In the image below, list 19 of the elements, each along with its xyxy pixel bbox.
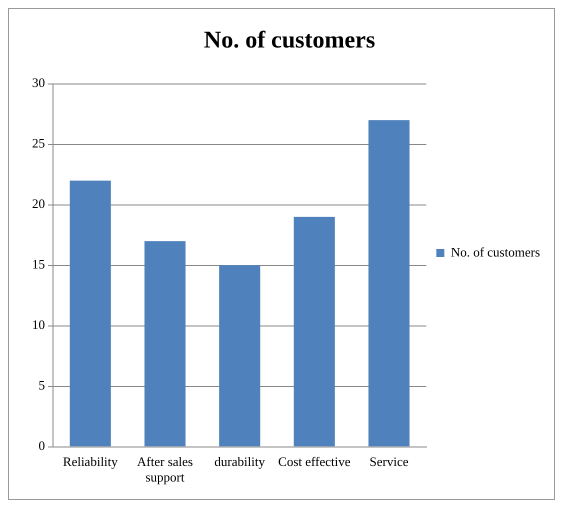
x-tick-label: Service [369, 454, 409, 470]
legend-label: No. of customers [450, 244, 540, 260]
bar [144, 241, 186, 446]
y-tick-label: 0 [38, 438, 45, 454]
bar [70, 180, 111, 446]
y-tick-label: 10 [32, 317, 45, 332]
x-tick-label: After sales support [137, 454, 193, 485]
y-tick-label: 15 [32, 256, 45, 272]
chart-title: No. of customers [204, 28, 376, 54]
y-tick-label: 20 [32, 196, 45, 212]
y-tick-label: 30 [32, 75, 45, 90]
x-tick-label: Reliability [62, 454, 118, 470]
y-tick-label: 25 [32, 136, 45, 151]
x-tick-label: Cost effective [278, 454, 351, 470]
bar [219, 265, 260, 446]
bar [368, 120, 410, 446]
x-tick-label: durability [214, 454, 266, 470]
y-tick-label: 5 [38, 378, 45, 393]
bar [294, 216, 335, 446]
